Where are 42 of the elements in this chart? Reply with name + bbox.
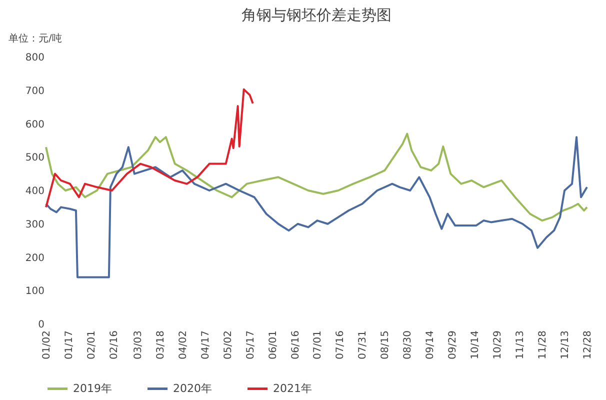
- y-tick-label: 300: [25, 219, 44, 230]
- x-tick-label: 05/02: [222, 330, 234, 360]
- x-tick-label: 08/30: [402, 330, 414, 360]
- y-tick-label: 800: [25, 52, 44, 64]
- x-tick-label: 04/17: [200, 330, 212, 360]
- x-tick-label: 12/28: [582, 330, 594, 360]
- chart-title: 角钢与钢坯价差走势图: [242, 6, 392, 24]
- x-tick-label: 12/13: [560, 330, 572, 360]
- x-tick-label: 11/13: [515, 330, 526, 360]
- x-tick-label: 07/16: [335, 330, 346, 360]
- x-tick-label: 02/16: [108, 330, 120, 360]
- x-tick-label: 10/14: [470, 330, 482, 360]
- legend-label: 2019年: [73, 382, 112, 395]
- x-tick-label: 06/01: [268, 330, 279, 360]
- x-tick-label: 04/02: [178, 330, 189, 360]
- y-axis-title: 单位：元/吨: [8, 32, 62, 44]
- x-tick-label: 05/17: [245, 330, 256, 360]
- y-tick-label: 500: [25, 152, 44, 164]
- x-tick-label: 03/03: [132, 330, 144, 360]
- x-tick-label: 03/18: [155, 330, 166, 360]
- x-tick-label: 06/16: [290, 330, 302, 360]
- x-tick-label: 09/29: [448, 330, 459, 360]
- x-tick-label: 08/15: [380, 330, 392, 360]
- x-tick-label: 01/02: [42, 330, 52, 360]
- y-tick-label: 400: [25, 186, 44, 197]
- x-tick-label: 10/29: [492, 330, 504, 360]
- legend-label: 2021年: [273, 382, 312, 395]
- line-series: [45, 88, 254, 208]
- x-tick-label: 07/01: [312, 330, 324, 360]
- legend-label: 2020年: [173, 382, 212, 395]
- x-tick-label: 07/31: [358, 330, 369, 360]
- x-tick-label: 01/17: [64, 330, 75, 360]
- line-series: [45, 136, 588, 278]
- y-tick-label: 100: [25, 286, 44, 298]
- y-tick-label: 700: [25, 86, 44, 97]
- y-tick-label: 200: [25, 252, 44, 264]
- line-series: [45, 132, 588, 222]
- x-tick-label: 09/14: [425, 330, 436, 360]
- x-tick-label: 02/01: [86, 330, 98, 360]
- y-tick-label: 600: [25, 119, 44, 130]
- x-tick-label: 11/28: [538, 330, 549, 360]
- y-tick-label: 0: [38, 320, 44, 330]
